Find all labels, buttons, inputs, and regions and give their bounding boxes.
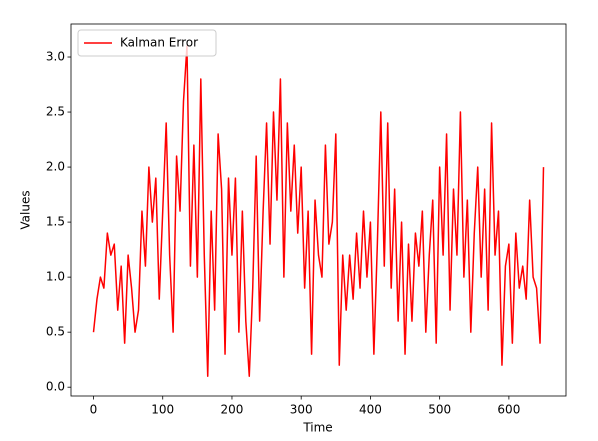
x-axis-label: Time bbox=[302, 421, 332, 435]
axes-frame bbox=[70, 23, 567, 397]
y-tick-label: 0.5 bbox=[46, 325, 65, 339]
y-tick-label: 0.0 bbox=[46, 380, 65, 394]
y-tick-label: 1.5 bbox=[46, 215, 65, 229]
y-tick-label: 2.5 bbox=[46, 105, 65, 119]
legend-box bbox=[77, 29, 217, 57]
x-tick-label: 600 bbox=[497, 403, 520, 417]
x-tick-label: 0 bbox=[90, 403, 98, 417]
x-tick-label: 100 bbox=[151, 403, 174, 417]
y-tick-label: 2.0 bbox=[46, 160, 65, 174]
y-axis-label: Values bbox=[19, 190, 33, 229]
legend-label: Kalman Error bbox=[120, 36, 198, 50]
x-tick-label: 500 bbox=[428, 403, 451, 417]
y-tick-label: 1.0 bbox=[46, 270, 65, 284]
y-tick-label: 3.0 bbox=[46, 50, 65, 64]
line-series bbox=[92, 45, 545, 377]
x-tick-label: 400 bbox=[359, 403, 382, 417]
x-tick-label: 300 bbox=[290, 403, 313, 417]
x-tick-label: 200 bbox=[221, 403, 244, 417]
